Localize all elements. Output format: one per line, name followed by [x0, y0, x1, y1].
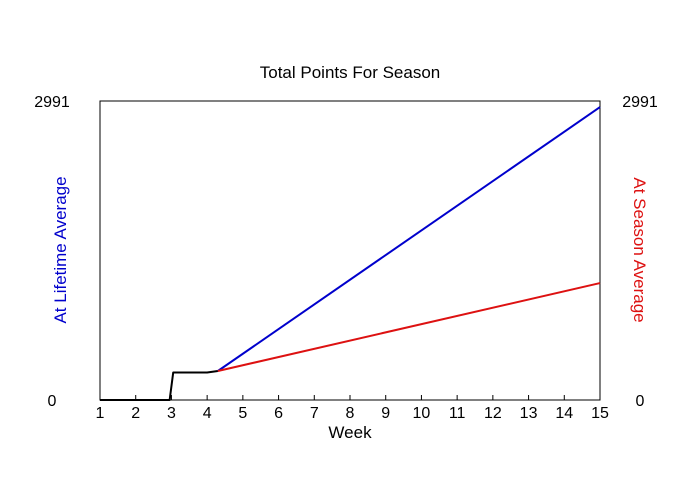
- series-line-season: [217, 282, 601, 372]
- x-tick-label: 9: [381, 405, 390, 422]
- x-tick-label: 7: [310, 405, 319, 422]
- left-y-tick-label: 2991: [34, 94, 70, 111]
- right-y-axis-title: At Season Average: [630, 177, 649, 322]
- left-y-tick-label: 0: [48, 393, 57, 410]
- chart-title: Total Points For Season: [260, 63, 440, 82]
- right-y-tick-label: 2991: [622, 94, 658, 111]
- x-tick-label: 11: [449, 405, 466, 422]
- x-tick-label: 6: [274, 405, 283, 422]
- x-tick-label: 1: [96, 405, 105, 422]
- plot-area: [99, 100, 601, 401]
- x-tick-label: 10: [413, 405, 431, 422]
- series-line-actual: [100, 370, 218, 401]
- series-line-lifetime: [217, 106, 601, 372]
- x-tick-label: 13: [520, 405, 538, 422]
- series-layer: [100, 106, 601, 401]
- x-axis-title: Week: [328, 423, 372, 442]
- x-tick-label: 14: [555, 405, 573, 422]
- x-tick-label: 3: [167, 405, 176, 422]
- x-axis: 1 2 3 4 5 6 7 8 9 10 11 12 13 14 15: [96, 395, 609, 422]
- x-tick-label: 15: [591, 405, 609, 422]
- left-y-axis-title: At Lifetime Average: [51, 176, 70, 323]
- right-y-tick-label: 0: [636, 393, 645, 410]
- x-tick-label: 4: [203, 405, 212, 422]
- x-tick-label: 8: [346, 405, 355, 422]
- x-tick-label: 5: [238, 405, 247, 422]
- x-tick-label: 2: [131, 405, 140, 422]
- y-axis: 0 2991 0 2991: [34, 94, 658, 410]
- x-tick-label: 12: [484, 405, 502, 422]
